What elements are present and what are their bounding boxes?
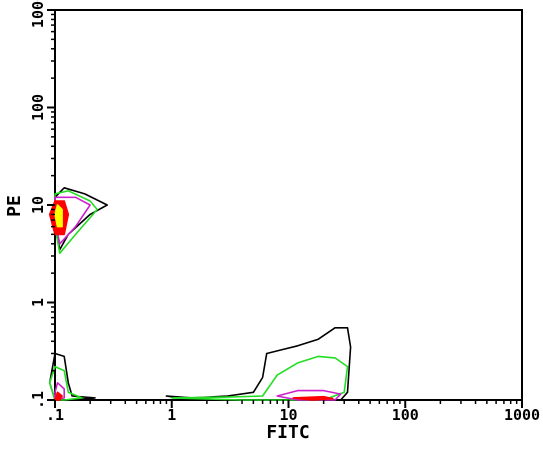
contour-level-4 [292,395,334,401]
contour-level-3 [276,389,342,401]
contour-layer [48,187,352,401]
x-tick-label: 1000 [504,406,540,424]
contour-level-5 [54,204,63,228]
x-tick-label: 1 [167,406,176,424]
x-tick-label: .1 [46,406,64,424]
tick-layer: .1 1 10 100 1000 .1 1 10 100 1000 [29,0,540,424]
y-tick-label: .1 [29,391,47,409]
y-tick-label: 1000 [29,0,47,28]
population-3 [165,326,352,401]
x-tick-label: 10 [279,406,297,424]
y-tick-label: 100 [29,94,47,121]
x-tick-label: 100 [392,406,419,424]
population-2 [48,352,96,401]
y-axis-title: PE [4,195,25,217]
contour-level-2 [48,365,83,401]
contour-level-4 [54,391,63,401]
plot-frame [54,9,523,401]
x-axis-title: FITC [266,422,309,443]
y-tick-label: 10 [29,196,47,214]
y-tick-label: 1 [29,298,47,307]
